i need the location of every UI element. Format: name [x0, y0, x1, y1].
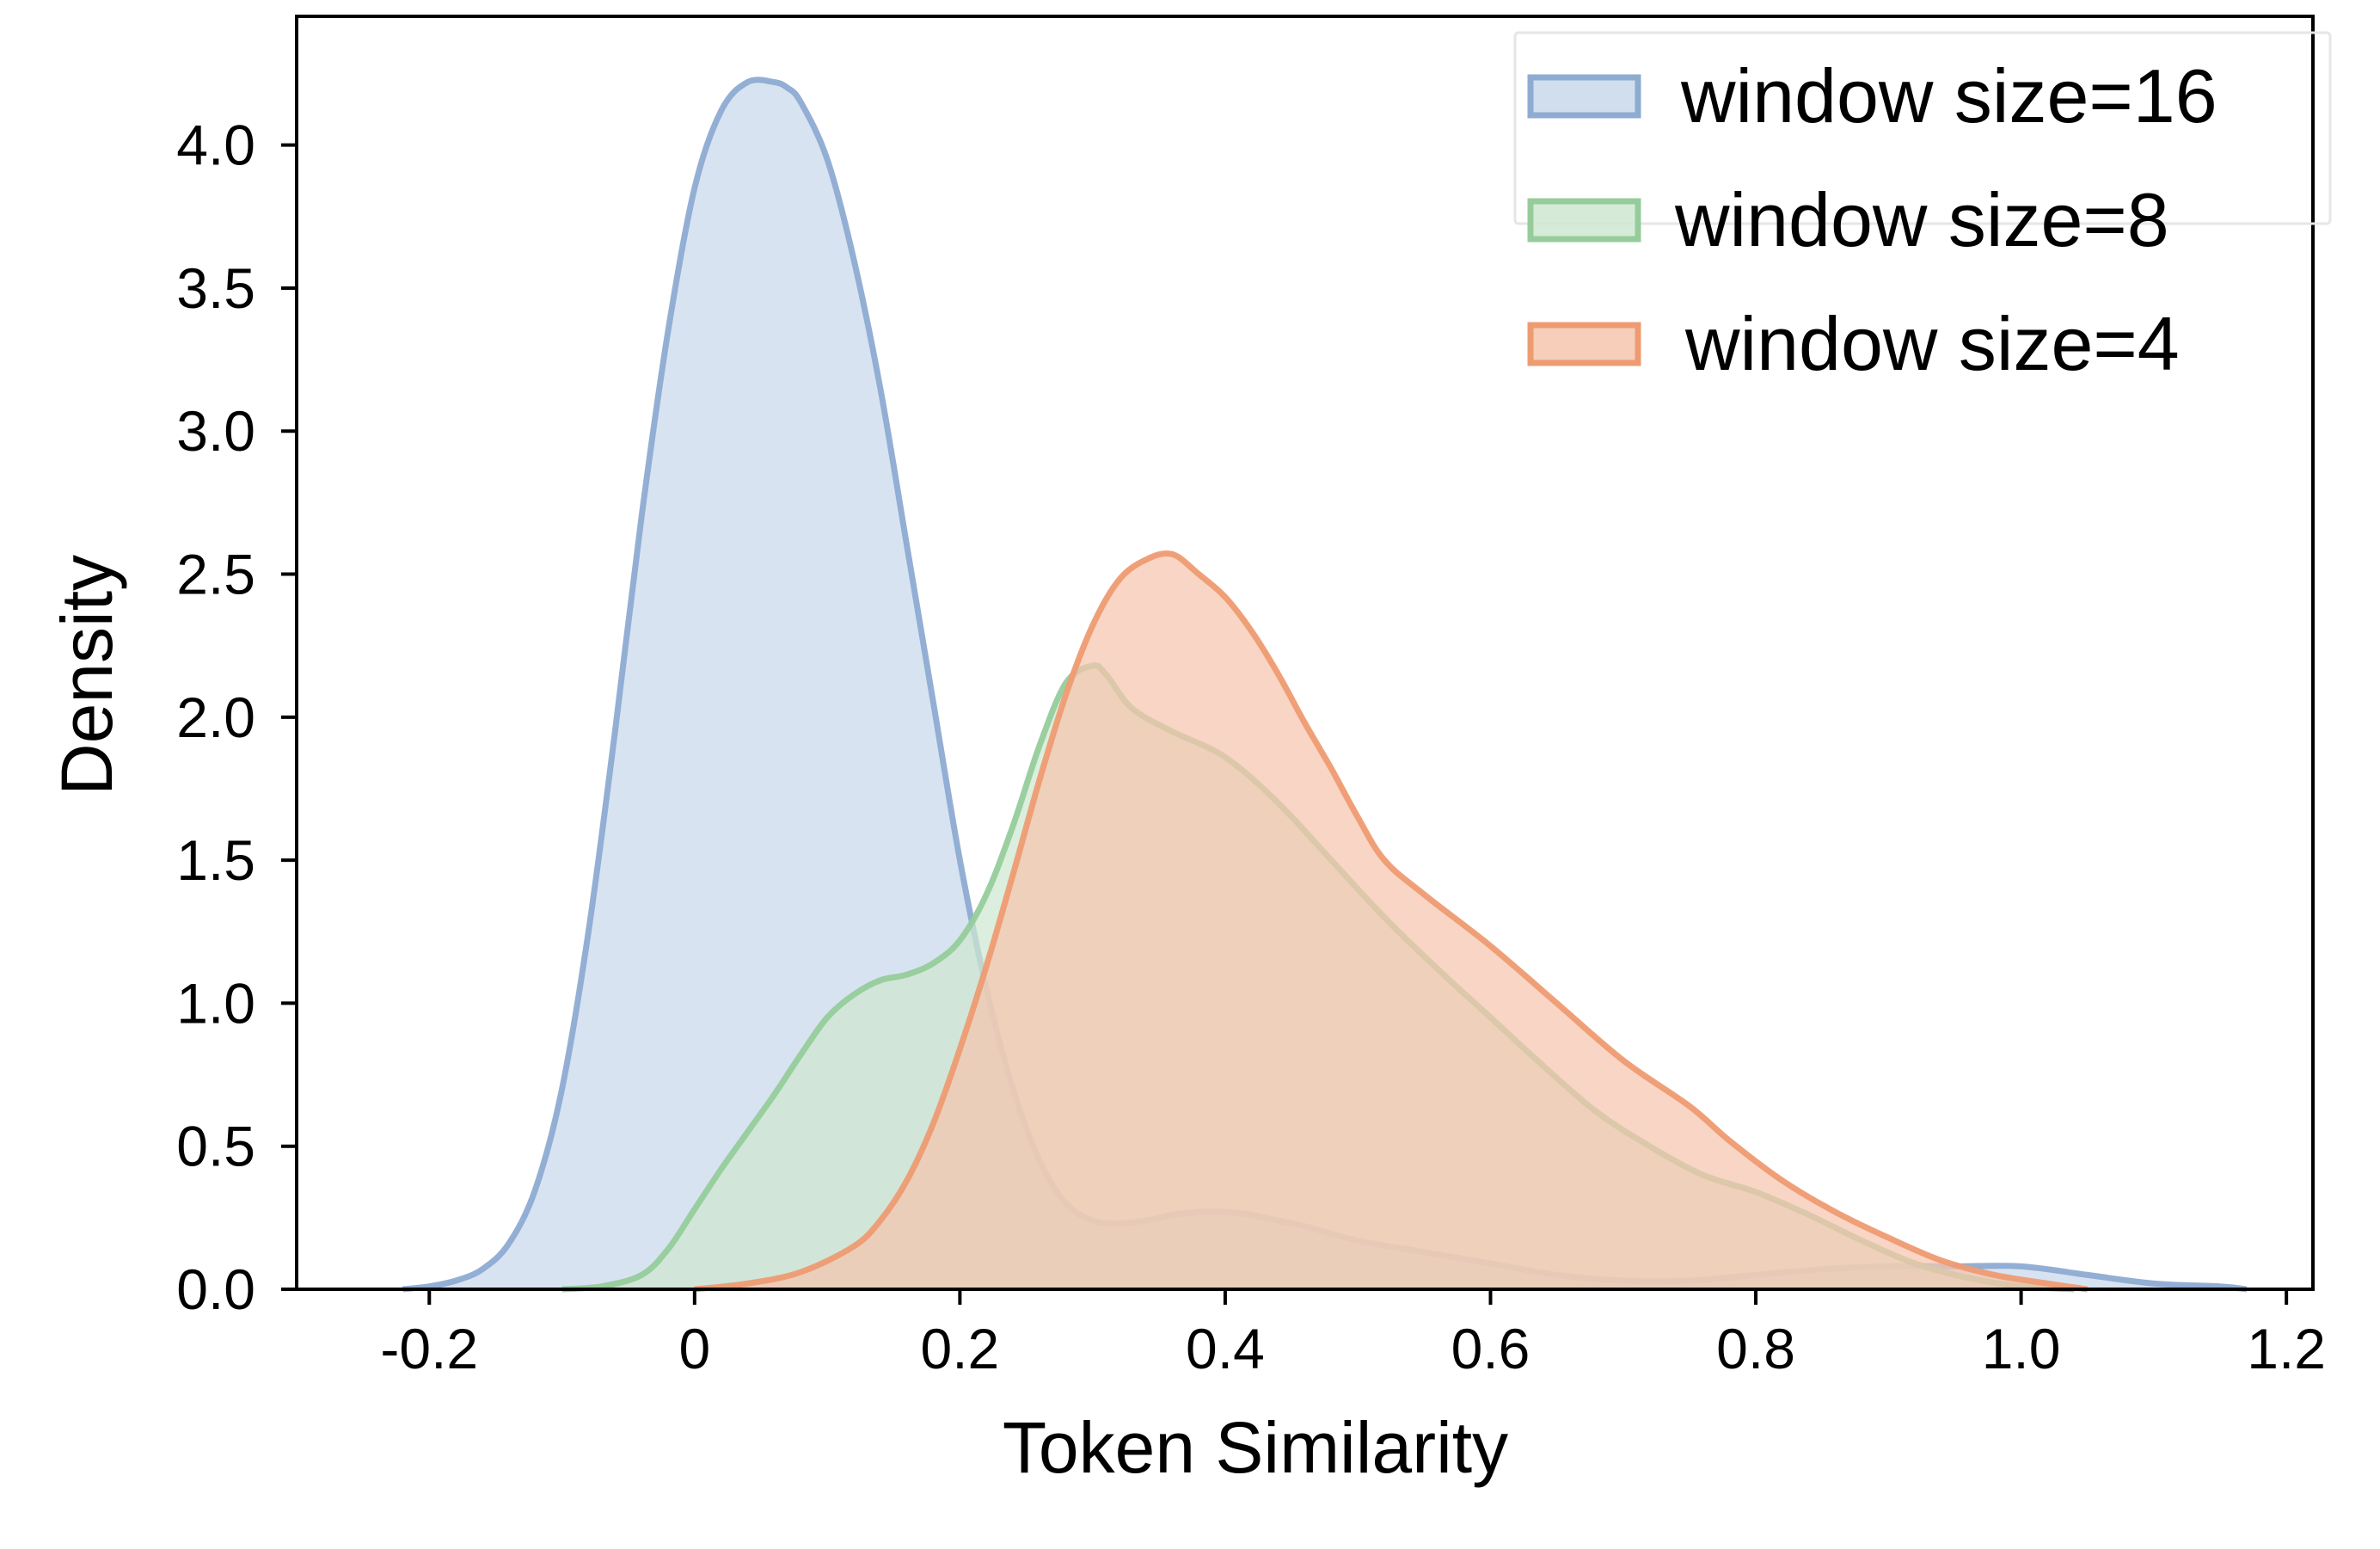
y-tick-label: 2.5 [176, 543, 255, 606]
x-tick-label: 1.2 [2247, 1317, 2326, 1380]
y-tick-label: 2.0 [176, 685, 255, 749]
y-tick-label: 0.5 [176, 1115, 255, 1178]
series-layer [402, 77, 2248, 1293]
y-tick-label: 1.0 [176, 971, 255, 1035]
legend-label-0: window size=16 [1680, 53, 2217, 138]
y-axis-title: Density [46, 555, 127, 796]
legend: window size=16 window size=8 window size=4 [1513, 31, 2332, 386]
y-tick-label: 3.0 [176, 399, 255, 463]
x-tick-label: 0.4 [1186, 1317, 1265, 1380]
legend-swatch-2 [1527, 322, 1641, 366]
x-tick-label: 0.8 [1716, 1317, 1795, 1380]
y-tick-label: 1.5 [176, 828, 255, 892]
x-tick-label: 1.0 [1982, 1317, 2061, 1380]
legend-box [1513, 31, 2332, 225]
legend-label-1: window size=8 [1674, 177, 2169, 262]
plot-frame [295, 15, 2315, 1291]
x-axis-title: Token Similarity [1003, 1407, 1508, 1488]
x-tick-label: 0 [678, 1317, 710, 1380]
x-tick-label: 0.6 [1451, 1317, 1530, 1380]
y-tick-label: 0.0 [176, 1257, 255, 1321]
legend-label-2: window size=4 [1684, 301, 2180, 386]
ticks-layer: -0.2 0 0.2 0.4 0.6 0.8 1.0 1.2 0.0 0.5 1.0 1.5 2.0 2.… [176, 114, 2326, 1380]
x-tick-label: 0.2 [921, 1317, 1000, 1380]
series-area-2 [694, 553, 2088, 1289]
y-tick-label: 4.0 [176, 114, 255, 177]
legend-swatch-1 [1527, 198, 1641, 243]
legend-swatch-0 [1527, 74, 1641, 119]
x-tick-label: -0.2 [380, 1317, 478, 1380]
series-line-2 [694, 550, 2089, 1293]
y-tick-label: 3.5 [176, 256, 255, 320]
